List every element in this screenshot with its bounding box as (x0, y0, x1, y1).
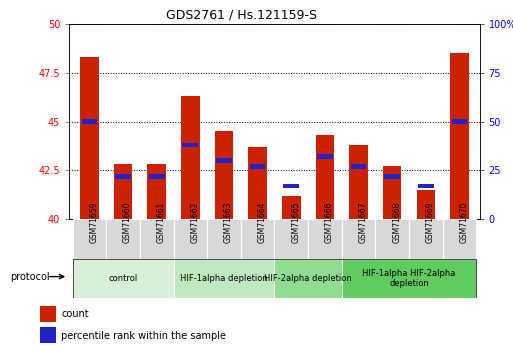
Bar (351, 164, 366, 169)
Bar (315, 135, 334, 219)
Bar (73, 219, 106, 259)
Bar (147, 165, 166, 219)
Bar (342, 259, 476, 298)
Text: protocol: protocol (10, 272, 50, 282)
Bar (181, 96, 200, 219)
Text: HIF-1alpha depletion: HIF-1alpha depletion (180, 274, 268, 283)
Text: GSM71666: GSM71666 (325, 201, 334, 243)
Bar (451, 119, 467, 124)
Bar (274, 219, 308, 259)
Bar (418, 184, 433, 188)
Bar (40, 327, 56, 343)
Bar (115, 174, 131, 179)
Bar (40, 306, 56, 322)
Bar (317, 154, 333, 159)
Text: GDS2761 / Hs.121159-S: GDS2761 / Hs.121159-S (166, 9, 317, 22)
Bar (282, 196, 301, 219)
Bar (450, 53, 469, 219)
Text: GSM71670: GSM71670 (460, 201, 468, 243)
Text: GSM71669: GSM71669 (426, 201, 435, 243)
Text: count: count (61, 309, 89, 319)
Bar (417, 190, 435, 219)
Bar (342, 219, 376, 259)
Text: GSM71667: GSM71667 (359, 201, 367, 243)
Bar (443, 219, 476, 259)
Bar (173, 259, 274, 298)
Bar (216, 158, 232, 163)
Bar (207, 219, 241, 259)
Bar (250, 164, 266, 169)
Text: GSM71659: GSM71659 (89, 201, 98, 243)
Bar (283, 184, 299, 188)
Bar (308, 219, 342, 259)
Text: HIF-1alpha HIF-2alpha
depletion: HIF-1alpha HIF-2alpha depletion (362, 269, 456, 288)
Text: GSM71663: GSM71663 (224, 201, 233, 243)
Bar (349, 145, 368, 219)
Text: GSM71668: GSM71668 (392, 201, 401, 243)
Bar (106, 219, 140, 259)
Text: GSM71665: GSM71665 (291, 201, 300, 243)
Bar (376, 219, 409, 259)
Bar (183, 142, 198, 147)
Bar (248, 147, 267, 219)
Bar (114, 165, 132, 219)
Text: control: control (108, 274, 137, 283)
Text: GSM71661: GSM71661 (156, 201, 166, 243)
Text: GSM71660: GSM71660 (123, 201, 132, 243)
Bar (274, 259, 342, 298)
Text: GSM71664: GSM71664 (258, 201, 267, 243)
Bar (82, 119, 97, 124)
Bar (409, 219, 443, 259)
Text: percentile rank within the sample: percentile rank within the sample (61, 331, 226, 341)
Bar (140, 219, 173, 259)
Bar (173, 219, 207, 259)
Text: HIF-2alpha depletion: HIF-2alpha depletion (264, 274, 352, 283)
Bar (241, 219, 274, 259)
Bar (80, 57, 98, 219)
Bar (384, 174, 400, 179)
Bar (149, 174, 165, 179)
Bar (215, 131, 233, 219)
Bar (73, 259, 173, 298)
Text: GSM71662: GSM71662 (190, 201, 200, 243)
Bar (383, 166, 402, 219)
